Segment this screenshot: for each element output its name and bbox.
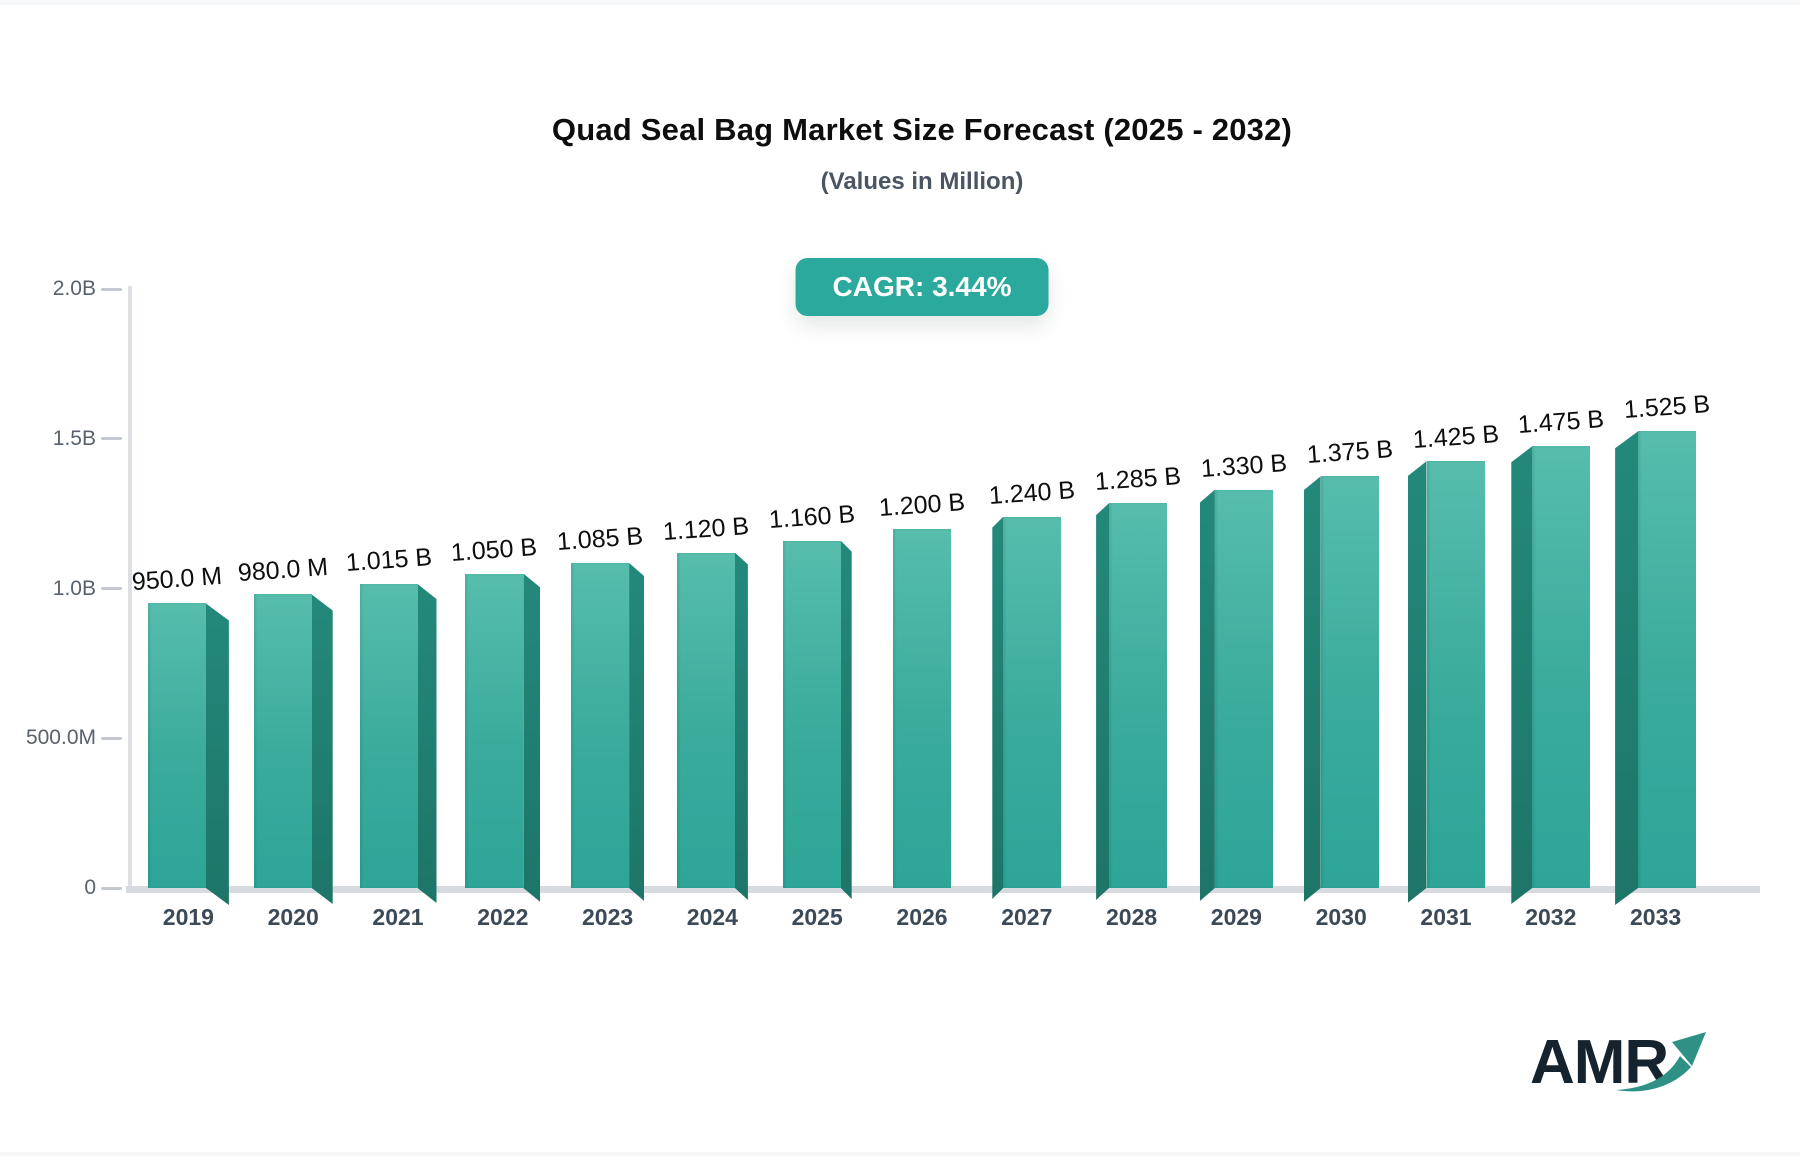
bar-value-label-2028: 1.285 B [1094,462,1183,497]
bar-2026[interactable] [893,528,951,888]
bar-2019[interactable] [147,603,206,888]
bar-value-label-2029: 1.330 B [1199,448,1288,483]
y-axis-tick-mark [101,437,122,441]
x-axis-label-2030: 2030 [1315,904,1367,930]
bar-2031[interactable] [1426,461,1485,888]
bar-side-face-2031 [1408,461,1427,903]
y-axis-line [128,286,132,893]
y-axis-tick-mark [101,886,122,890]
amr-logo-text: AMR [1530,1028,1669,1097]
bar-2033[interactable] [1638,431,1697,888]
bar-value-label-2027: 1.240 B [988,475,1077,510]
bar-2028[interactable] [1109,503,1168,888]
x-axis-label-2028: 2028 [1106,904,1158,930]
bar-2021[interactable] [359,584,418,888]
y-axis-tick-label: 2.0B [52,277,96,300]
bar-value-label-2021: 1.015 B [344,543,433,577]
y-axis-tick-label: 500.0M [25,726,96,750]
y-axis-tick-label: 0 [84,876,96,899]
bar-side-face-2020 [312,594,333,904]
bar-2024[interactable] [676,552,735,888]
bar-value-label-2019: 950.0 M [130,562,223,597]
page-top-edge [0,0,1800,5]
bar-side-face-2021 [418,584,437,903]
bar-2020[interactable] [253,594,312,888]
bar-value-label-2025: 1.160 B [767,499,856,534]
bar-value-label-2024: 1.120 B [661,511,750,546]
page-bottom-edge [0,1152,1800,1156]
x-axis-baseline [126,886,1760,893]
y-axis-tick-mark [101,736,122,740]
bar-2023[interactable] [571,563,630,888]
bar-value-label-2020: 980.0 M [236,553,329,588]
x-axis-label-2023: 2023 [582,904,634,930]
bar-side-face-2025 [841,541,852,899]
bar-value-label-2030: 1.375 B [1305,435,1394,470]
y-axis-tick-label: 1.5B [52,426,96,450]
x-axis-label-2025: 2025 [791,904,843,930]
bar-side-face-2032 [1511,446,1532,904]
bar-2022[interactable] [465,573,524,888]
x-axis-label-2032: 2032 [1525,904,1577,930]
growth-arrow-icon [1616,1032,1706,1092]
y-axis-tick-mark [101,287,122,291]
x-axis-label-2021: 2021 [372,904,424,930]
bar-value-label-2022: 1.050 B [450,532,539,567]
x-axis-label-2033: 2033 [1630,904,1682,930]
x-axis-label-2026: 2026 [896,904,948,930]
bar-value-label-2023: 1.085 B [556,522,645,557]
y-axis-tick-label: 1.0B [52,576,96,600]
chart-subtitle: (Values in Million) [820,168,1024,195]
chart-title: Quad Seal Bag Market Size Forecast (2025… [551,112,1293,147]
bar-side-face-2024 [735,553,748,900]
bar-2029[interactable] [1214,489,1273,888]
bar-side-face-2022 [523,574,540,902]
x-axis-label-2019: 2019 [162,904,214,930]
x-axis-label-2024: 2024 [686,904,738,930]
bar-side-face-2023 [629,563,644,901]
bar-side-face-2019 [206,603,229,905]
x-axis-label-2031: 2031 [1420,904,1472,930]
x-axis-label-2022: 2022 [477,904,529,930]
bar-side-face-2027 [992,517,1003,899]
amr-logo: AMR [1530,1032,1720,1102]
x-axis-label-2029: 2029 [1210,904,1262,930]
bar-value-label-2026: 1.200 B [877,487,966,522]
cagr-badge: CAGR: 3.44% [795,258,1049,316]
y-axis-tick-mark [101,587,122,590]
bar-value-label-2033: 1.525 B [1623,390,1712,425]
bar-value-label-2031: 1.425 B [1411,420,1500,455]
bar-2030[interactable] [1320,476,1379,888]
bar-side-face-2028 [1096,503,1109,900]
bar-side-face-2033 [1615,431,1638,905]
x-axis-label-2020: 2020 [267,904,319,930]
bar-value-label-2032: 1.475 B [1517,405,1606,440]
x-axis-label-2027: 2027 [1001,904,1053,930]
bar-side-face-2030 [1304,476,1321,902]
bar-2032[interactable] [1532,446,1591,888]
bar-2027[interactable] [1003,516,1062,888]
bar-2025[interactable] [782,540,841,888]
bar-side-face-2029 [1200,490,1215,901]
